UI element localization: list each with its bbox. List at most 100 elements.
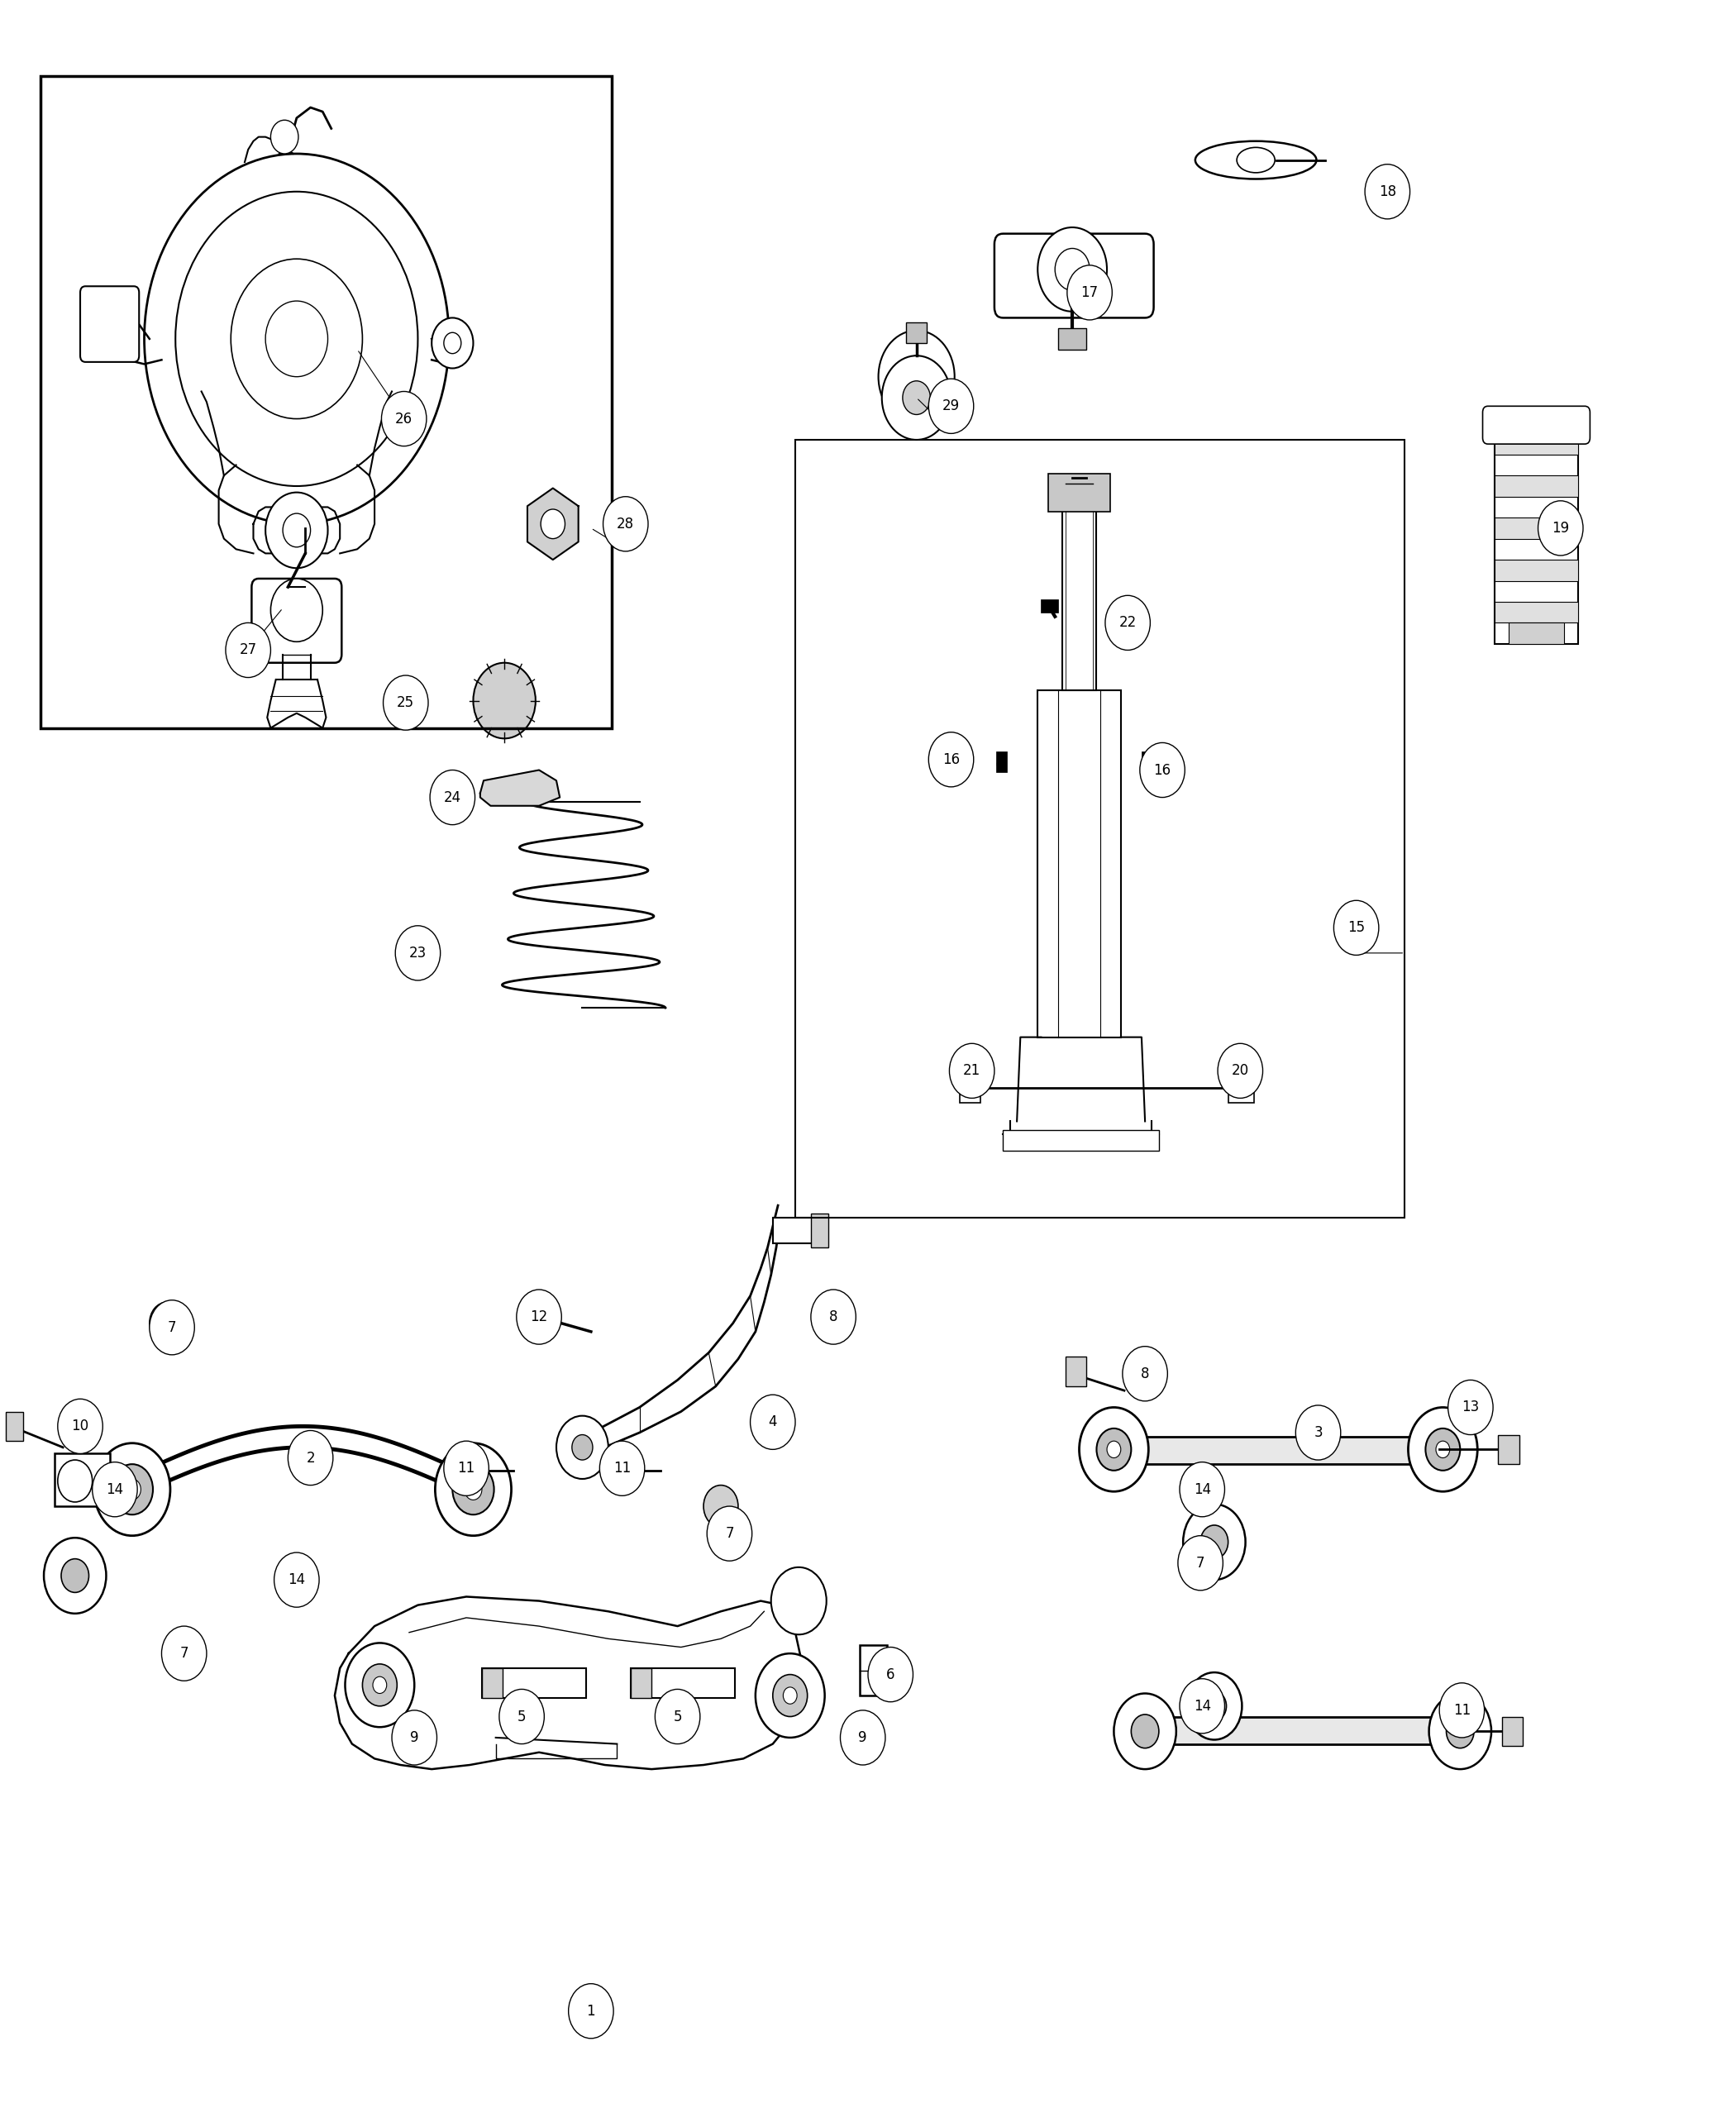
- Circle shape: [1439, 1682, 1484, 1737]
- Polygon shape: [528, 489, 578, 561]
- Bar: [996, 750, 1007, 772]
- Text: 17: 17: [1082, 285, 1099, 299]
- Bar: [1495, 519, 1578, 540]
- Text: 14: 14: [1193, 1699, 1212, 1714]
- Circle shape: [61, 1558, 89, 1592]
- Text: 16: 16: [943, 753, 960, 767]
- Circle shape: [882, 356, 951, 441]
- Circle shape: [345, 1642, 415, 1726]
- Circle shape: [1123, 1347, 1168, 1402]
- Bar: [1495, 601, 1578, 622]
- Bar: [630, 1667, 734, 1697]
- FancyBboxPatch shape: [1483, 407, 1590, 445]
- Text: 19: 19: [1552, 521, 1569, 535]
- Circle shape: [773, 1674, 807, 1716]
- Circle shape: [94, 1444, 170, 1537]
- Text: 24: 24: [444, 790, 462, 805]
- Circle shape: [571, 1436, 592, 1461]
- Circle shape: [384, 675, 429, 729]
- Bar: [811, 1214, 828, 1248]
- Circle shape: [1446, 1714, 1474, 1748]
- Circle shape: [1141, 742, 1186, 797]
- FancyBboxPatch shape: [252, 578, 342, 662]
- Text: 10: 10: [71, 1419, 89, 1433]
- Circle shape: [654, 1689, 700, 1743]
- Circle shape: [266, 493, 328, 569]
- Circle shape: [1217, 1043, 1262, 1098]
- Bar: [1062, 485, 1097, 689]
- Bar: [458, 1459, 476, 1484]
- Circle shape: [161, 1625, 207, 1680]
- Circle shape: [500, 1689, 543, 1743]
- Circle shape: [288, 1431, 333, 1486]
- Bar: [533, 1303, 549, 1328]
- Bar: [1042, 599, 1059, 611]
- Text: 11: 11: [613, 1461, 630, 1476]
- Circle shape: [1080, 1408, 1149, 1492]
- Circle shape: [92, 1463, 137, 1518]
- Text: 25: 25: [398, 696, 415, 710]
- Circle shape: [444, 333, 462, 354]
- Circle shape: [363, 1663, 398, 1705]
- Bar: [1142, 750, 1153, 772]
- Circle shape: [556, 1417, 608, 1480]
- Circle shape: [1187, 1672, 1241, 1739]
- Text: 2: 2: [306, 1450, 314, 1465]
- Circle shape: [1295, 1406, 1340, 1461]
- Text: 7: 7: [168, 1320, 177, 1334]
- Circle shape: [474, 662, 536, 738]
- Circle shape: [1038, 228, 1108, 312]
- Circle shape: [392, 1710, 437, 1764]
- Text: 3: 3: [1314, 1425, 1323, 1440]
- Circle shape: [542, 510, 564, 540]
- Circle shape: [1097, 1429, 1132, 1471]
- Circle shape: [373, 1676, 387, 1693]
- Circle shape: [755, 1653, 825, 1737]
- Circle shape: [929, 731, 974, 786]
- Circle shape: [1408, 1408, 1477, 1492]
- Circle shape: [271, 120, 299, 154]
- Circle shape: [1425, 1429, 1460, 1471]
- Text: 1: 1: [587, 2003, 595, 2019]
- Circle shape: [703, 1486, 738, 1528]
- Circle shape: [1436, 1442, 1450, 1459]
- Circle shape: [1132, 1714, 1160, 1748]
- Circle shape: [1106, 594, 1151, 649]
- Bar: [483, 1667, 585, 1697]
- Bar: [1066, 1358, 1087, 1387]
- Circle shape: [436, 1444, 512, 1537]
- Circle shape: [1180, 1678, 1224, 1733]
- Text: 22: 22: [1120, 616, 1137, 630]
- Circle shape: [950, 1043, 995, 1098]
- Bar: [1495, 424, 1578, 643]
- Bar: [1227, 1073, 1253, 1102]
- Circle shape: [1108, 1442, 1121, 1459]
- Text: 9: 9: [410, 1731, 418, 1745]
- Text: 5: 5: [674, 1710, 682, 1724]
- Circle shape: [771, 1566, 826, 1634]
- Text: 7: 7: [726, 1526, 734, 1541]
- Text: 21: 21: [963, 1062, 981, 1079]
- Circle shape: [903, 382, 930, 415]
- Circle shape: [111, 1465, 153, 1516]
- Circle shape: [1200, 1526, 1227, 1558]
- FancyBboxPatch shape: [995, 234, 1154, 318]
- Circle shape: [1184, 1541, 1217, 1583]
- Bar: [1038, 689, 1121, 1037]
- Text: 7: 7: [181, 1646, 189, 1661]
- Circle shape: [899, 356, 934, 398]
- Circle shape: [1538, 502, 1583, 557]
- Bar: [1509, 622, 1564, 643]
- Bar: [1003, 1130, 1160, 1151]
- Circle shape: [1448, 1381, 1493, 1436]
- Circle shape: [274, 1551, 319, 1606]
- Circle shape: [1364, 164, 1410, 219]
- Circle shape: [878, 331, 955, 424]
- Circle shape: [750, 1395, 795, 1450]
- Bar: [630, 1667, 651, 1697]
- Circle shape: [1184, 1505, 1245, 1579]
- Circle shape: [1179, 1537, 1222, 1589]
- Bar: [1502, 1716, 1522, 1745]
- Text: 26: 26: [396, 411, 413, 426]
- Circle shape: [840, 1710, 885, 1764]
